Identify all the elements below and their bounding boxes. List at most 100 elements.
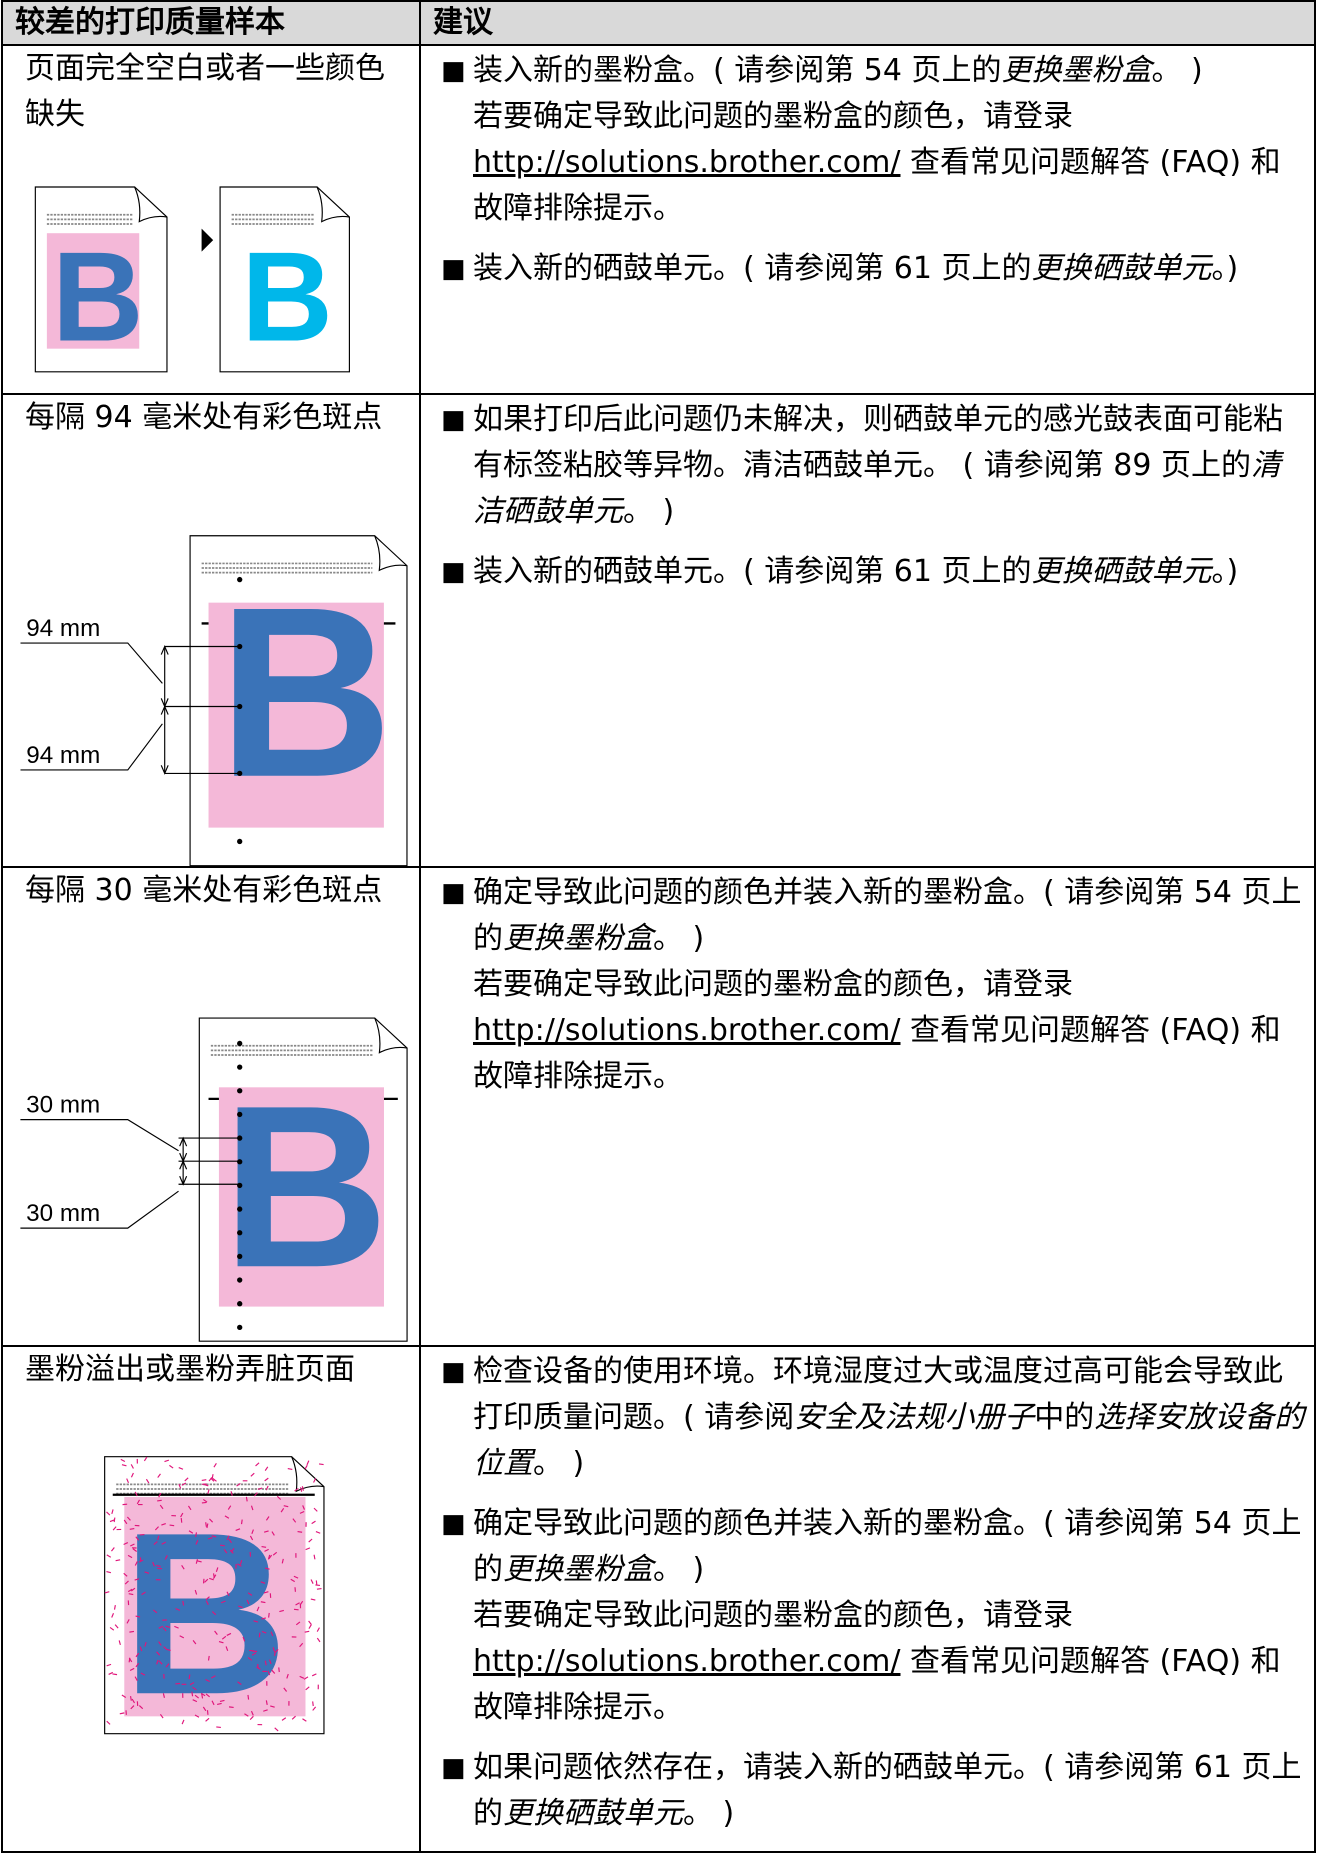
toner-speck [269,1613,270,1618]
toner-speck [111,1548,114,1552]
suggestion-cell: ■装入新的墨粉盒。( 请参阅第 54 页上的更换墨粉盒。 )若要确定导致此问题的… [420,45,1315,394]
toner-speck [112,1613,114,1617]
paragraph: 装入新的硒鼓单元。( 请参阅第 61 页上的更换硒鼓单元。) [473,549,1306,595]
toner-speck [206,1522,207,1527]
toner-speck [144,1457,147,1461]
bullet: ■ [441,870,466,916]
toner-speck [113,1527,116,1530]
toner-speck [192,1692,193,1697]
toner-speck [319,1464,324,1465]
toner-speck [292,1716,295,1719]
text: 。 ) [623,494,674,529]
toner-speck [119,1640,120,1644]
toner-speck [315,1585,320,1586]
suggestion: ■装入新的硒鼓单元。( 请参阅第 61 页上的更换硒鼓单元。) [441,549,1306,595]
toner-speck [183,1601,184,1606]
link[interactable]: http://solutions.brother.com/ [473,145,900,180]
sample-letter: B [122,1484,289,1742]
spot [237,1088,242,1093]
header-row: 较差的打印质量样本 建议 [2,1,1315,45]
suggestion: ■装入新的硒鼓单元。( 请参阅第 61 页上的更换硒鼓单元。) [441,246,1306,292]
problem-text: 墨粉溢出或墨粉弄脏页面 [3,1347,419,1393]
text: 装入新的墨粉盒。( 请参阅第 54 页上的 [473,53,1002,88]
paragraph: 若要确定导致此问题的墨粉盒的颜色，请登录 http://solutions.br… [473,94,1306,232]
suggestion: ■确定导致此问题的颜色并装入新的墨粉盒。( 请参阅第 54 页上的更换墨粉盒。 … [441,1501,1306,1731]
italic-text: 更换墨粉盒 [503,921,653,956]
suggestion: ■装入新的墨粉盒。( 请参阅第 54 页上的更换墨粉盒。 )若要确定导致此问题的… [441,48,1306,232]
italic-text: 更换硒鼓单元 [1032,251,1212,286]
toner-speck [115,1625,118,1629]
toner-speck [314,1478,316,1482]
sample-letter: B [52,226,144,368]
sample-letter: B [218,558,393,828]
toner-speck [112,1674,117,1675]
paragraph: 装入新的墨粉盒。( 请参阅第 54 页上的更换墨粉盒。 ) [473,48,1306,94]
toner-speck [312,1521,316,1524]
toner-speck [302,1719,306,1721]
toner-speck [259,1633,260,1638]
spot [237,1301,242,1306]
italic-text: 更换墨粉盒 [1002,53,1152,88]
toner-speck [265,1478,269,1481]
problem-cell: 墨粉溢出或墨粉弄脏页面 B [2,1346,420,1852]
text: 。 ) [653,921,704,956]
toner-speck [181,1518,182,1523]
text: 装入新的硒鼓单元。( 请参阅第 61 页上的 [473,554,1032,589]
toner-speck [107,1721,110,1724]
label-leader [20,1120,178,1151]
toner-speck [316,1532,320,1534]
link[interactable]: http://solutions.brother.com/ [473,1013,900,1048]
distance-label: 94 mm [26,742,100,769]
paragraph: 若要确定导致此问题的墨粉盒的颜色，请登录 http://solutions.br… [473,1593,1306,1731]
suggestion: ■检查设备的使用环境。环境湿度过大或温度过高可能会导致此打印质量问题。( 请参阅… [441,1349,1306,1487]
toner-speck [309,1539,312,1542]
toner-speck [209,1656,210,1661]
link[interactable]: http://solutions.brother.com/ [473,1644,900,1679]
toner-speck [312,1674,316,1676]
suggestion: ■如果打印后此问题仍未解决，则硒鼓单元的感光鼓表面可能粘有标签粘胶等异物。清洁硒… [441,397,1306,535]
bullet: ■ [441,549,466,595]
paragraph: 确定导致此问题的颜色并装入新的墨粉盒。( 请参阅第 54 页上的更换墨粉盒。 ) [473,870,1306,962]
toner-speck [311,1580,313,1584]
toner-speck [311,1599,316,1600]
toner-speck [116,1560,121,1561]
toner-speck [110,1627,114,1630]
spot [237,1183,242,1188]
toner-speck [229,1707,234,1708]
spot [237,577,242,582]
spot [237,1041,242,1046]
toner-speck [157,1500,162,1501]
spot [237,1325,242,1330]
label-leader [20,643,162,683]
text: 若要确定导致此问题的墨粉盒的颜色，请登录 [473,1598,1073,1633]
text: 。) [1212,554,1239,589]
toner-speck [314,1508,317,1511]
toner-speck [246,1497,247,1502]
suggestion-cell: ■检查设备的使用环境。环境湿度过大或温度过高可能会导致此打印质量问题。( 请参阅… [420,1346,1315,1852]
toner-speck [189,1675,190,1680]
toner-speck [317,1638,320,1642]
sample-illustration: B [3,1347,421,1826]
paragraph: 若要确定导致此问题的墨粉盒的颜色，请登录 http://solutions.br… [473,962,1306,1100]
toner-speck [121,1459,125,1461]
table-row: 墨粉溢出或墨粉弄脏页面 B ■检查设备的使用环境。环境湿度过大或温度过高可能会导致此… [2,1346,1315,1852]
spot [237,1112,242,1117]
header-cell: 较差的打印质量样本 [2,1,420,45]
toner-speck [129,1631,134,1632]
spot [237,1277,242,1282]
toner-speck [242,1520,243,1525]
text: 。) [1212,251,1239,286]
toner-speck [307,1461,309,1465]
text: 若要确定导致此问题的墨粉盒的颜色，请登录 [473,967,1073,1002]
toner-speck [106,1572,110,1573]
toner-speck [248,1695,249,1700]
toner-speck [306,1687,310,1690]
suggestion: ■确定导致此问题的颜色并装入新的墨粉盒。( 请参阅第 54 页上的更换墨粉盒。 … [441,870,1306,1100]
toner-speck [107,1555,111,1557]
toner-speck [313,1701,314,1706]
text: 。 ) [653,1552,704,1587]
